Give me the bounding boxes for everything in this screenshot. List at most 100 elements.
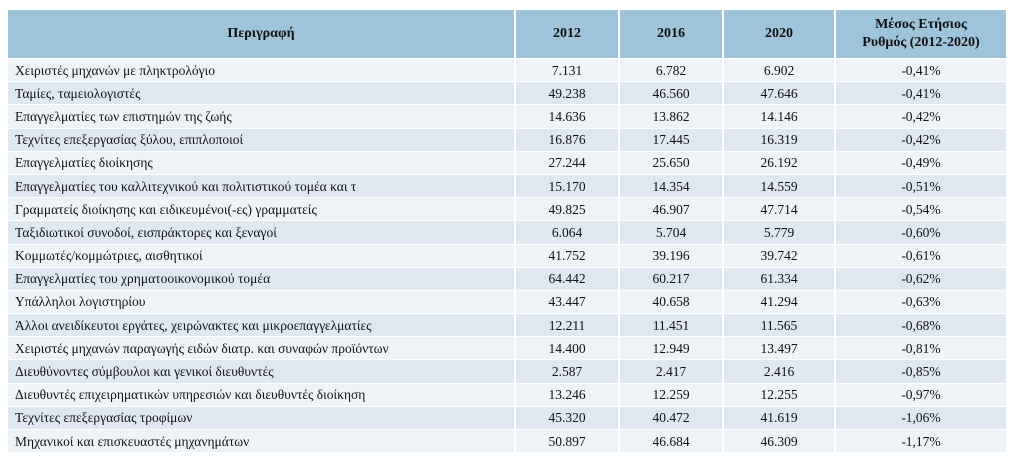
cell-2020: 61.334: [724, 266, 836, 290]
cell-2020: 14.146: [724, 104, 836, 128]
cell-annual-rate: -1,17%: [836, 429, 1006, 453]
cell-2020: 2.416: [724, 359, 836, 383]
cell-2020: 13.497: [724, 336, 836, 360]
cell-2016: 17.445: [620, 127, 724, 151]
cell-annual-rate: -0,41%: [836, 58, 1006, 82]
cell-annual-rate: -0,42%: [836, 127, 1006, 151]
cell-2012: 15.170: [516, 173, 620, 198]
cell-2012: 13.246: [516, 382, 620, 406]
row-description: Ταμίες, ταμειολογιστές: [8, 81, 516, 105]
cell-2016: 12.259: [620, 382, 724, 406]
row-description: Επαγγελματίες των επιστημών της ζωής: [8, 104, 516, 128]
cell-annual-rate: -0,85%: [836, 359, 1006, 383]
cell-2012: 49.238: [516, 81, 620, 105]
row-description: Υπάλληλοι λογιστηρίου: [8, 289, 516, 314]
cell-2016: 40.658: [620, 289, 724, 314]
cell-2020: 26.192: [724, 150, 836, 174]
table-row: Ταξιδιωτικοί συνοδοί, εισπράκτορες και ξ…: [8, 220, 1006, 244]
cell-2020: 46.309: [724, 429, 836, 453]
cell-annual-rate: -0,62%: [836, 266, 1006, 290]
table-row: Επαγγελματίες διοίκησης 27.244 25.650 26.19…: [8, 150, 1006, 174]
occupations-table: Περιγραφή 2012 2016 2020 Μέσος Ετήσιος Ρ…: [8, 10, 1006, 453]
cell-annual-rate: -0,60%: [836, 220, 1006, 244]
row-description: Διευθυντές επιχειρηματικών υπηρεσιών και…: [8, 382, 516, 406]
cell-2016: 14.354: [620, 173, 724, 198]
row-description: Χειριστές μηχανών παραγωγής ειδών διατρ.…: [8, 336, 516, 360]
cell-2020: 14.559: [724, 173, 836, 198]
cell-2020: 16.319: [724, 127, 836, 151]
cell-annual-rate: -0,61%: [836, 243, 1006, 267]
cell-2016: 46.907: [620, 197, 724, 221]
cell-2012: 6.064: [516, 220, 620, 244]
cell-2016: 39.196: [620, 243, 724, 267]
cell-2016: 6.782: [620, 58, 724, 82]
row-description: Ταξιδιωτικοί συνοδοί, εισπράκτορες και ξ…: [8, 220, 516, 244]
table-row: Υπάλληλοι λογιστηρίου 43.447 40.658 41.294-…: [8, 289, 1006, 314]
table-row: Ταμίες, ταμειολογιστές 49.238 46.560 47.646…: [8, 81, 1006, 105]
cell-2020: 5.779: [724, 220, 836, 244]
table-row: Επαγγελματίες του καλλιτεχνικού και πολι…: [8, 173, 1006, 198]
header-2016: 2016: [620, 10, 724, 58]
cell-2016: 13.862: [620, 104, 724, 128]
table-row: Διευθυντές επιχειρηματικών υπηρεσιών και…: [8, 382, 1006, 406]
header-rate-line1: Μέσος Ετήσιος: [875, 17, 967, 32]
cell-2012: 50.897: [516, 429, 620, 453]
row-description: Γραμματείς διοίκησης και ειδικευμένοι(-ε…: [8, 197, 516, 221]
cell-2016: 2.417: [620, 359, 724, 383]
cell-2012: 45.320: [516, 405, 620, 429]
table-row: Διευθύνοντες σύμβουλοι και γενικοί διευθ…: [8, 359, 1006, 383]
cell-2020: 6.902: [724, 58, 836, 82]
cell-2016: 11.451: [620, 313, 724, 337]
cell-annual-rate: -0,54%: [836, 197, 1006, 221]
header-2020: 2020: [724, 10, 836, 58]
row-description: Μηχανικοί και επισκευαστές μηχανημάτων: [8, 429, 516, 453]
table-body: Χειριστές μηχανών με πληκτρολόγιο 7.131 6.…: [8, 58, 1006, 453]
cell-annual-rate: -0,63%: [836, 289, 1006, 314]
cell-2016: 25.650: [620, 150, 724, 174]
row-description: Τεχνίτες επεξεργασίας ξύλου, επιπλοποιοί: [8, 127, 516, 151]
row-description: Επαγγελματίες του χρηματοοικονομικού τομ…: [8, 266, 516, 290]
cell-2012: 64.442: [516, 266, 620, 290]
cell-2020: 47.646: [724, 81, 836, 105]
cell-2016: 46.560: [620, 81, 724, 105]
cell-2012: 43.447: [516, 289, 620, 314]
cell-annual-rate: -0,49%: [836, 150, 1006, 174]
header-2012: 2012: [516, 10, 620, 58]
table-row: Επαγγελματίες των επιστημών της ζωής 14.6…: [8, 104, 1006, 128]
cell-2020: 47.714: [724, 197, 836, 221]
cell-2012: 14.400: [516, 336, 620, 360]
cell-2016: 12.949: [620, 336, 724, 360]
cell-annual-rate: -0,68%: [836, 313, 1006, 337]
cell-2016: 40.472: [620, 405, 724, 429]
cell-2016: 46.684: [620, 429, 724, 453]
cell-2016: 5.704: [620, 220, 724, 244]
table-row: Επαγγελματίες του χρηματοοικονομικού τομ…: [8, 266, 1006, 290]
cell-2012: 16.876: [516, 127, 620, 151]
cell-annual-rate: -0,42%: [836, 104, 1006, 128]
cell-2020: 41.619: [724, 405, 836, 429]
cell-2012: 41.752: [516, 243, 620, 267]
header-annual-rate: Μέσος Ετήσιος Ρυθμός (2012-2020): [836, 10, 1006, 58]
cell-2020: 39.742: [724, 243, 836, 267]
row-description: Άλλοι ανειδίκευτοι εργάτες, χειρώνακτες …: [8, 313, 516, 337]
cell-2012: 12.211: [516, 313, 620, 337]
cell-annual-rate: -0,81%: [836, 336, 1006, 360]
table-row: Τεχνίτες επεξεργασίας τροφίμων 45.320 40.4…: [8, 405, 1006, 429]
header-row: Περιγραφή 2012 2016 2020 Μέσος Ετήσιος Ρ…: [8, 10, 1006, 58]
table-row: Γραμματείς διοίκησης και ειδικευμένοι(-ε…: [8, 197, 1006, 221]
table-row: Χειριστές μηχανών παραγωγής ειδών διατρ.…: [8, 336, 1006, 360]
cell-2012: 27.244: [516, 150, 620, 174]
cell-annual-rate: -0,51%: [836, 173, 1006, 198]
row-description: Χειριστές μηχανών με πληκτρολόγιο: [8, 58, 516, 82]
table-row: Τεχνίτες επεξεργασίας ξύλου, επιπλοποιοί…: [8, 127, 1006, 151]
cell-2016: 60.217: [620, 266, 724, 290]
table-frame: Περιγραφή 2012 2016 2020 Μέσος Ετήσιος Ρ…: [8, 10, 1012, 454]
row-description: Κομμωτές/κομμώτριες, αισθητικοί: [8, 243, 516, 267]
table-row: Άλλοι ανειδίκευτοι εργάτες, χειρώνακτες …: [8, 313, 1006, 337]
row-description: Διευθύνοντες σύμβουλοι και γενικοί διευθ…: [8, 359, 516, 383]
row-description: Επαγγελματίες διοίκησης: [8, 150, 516, 174]
cell-2012: 2.587: [516, 359, 620, 383]
cell-annual-rate: -0,41%: [836, 81, 1006, 105]
header-rate-line2: Ρυθμός (2012-2020): [862, 35, 980, 50]
cell-2020: 12.255: [724, 382, 836, 406]
